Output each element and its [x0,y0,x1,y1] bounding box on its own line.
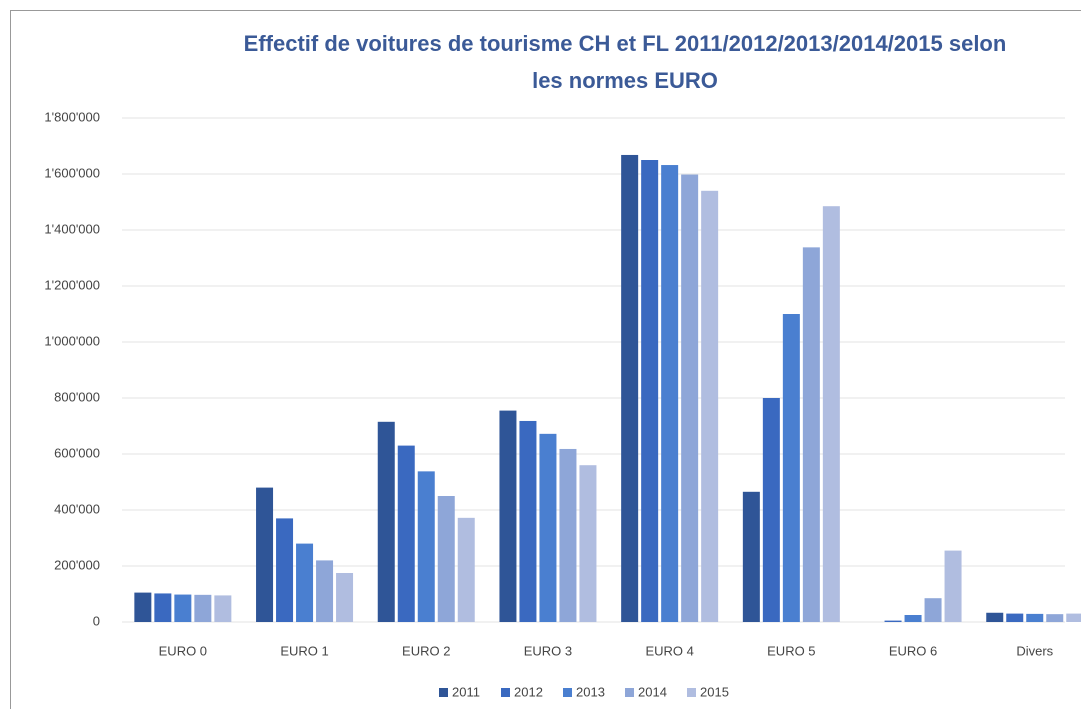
y-tick-label: 800'000 [54,389,100,404]
bar [316,560,334,622]
x-tick-label: Divers [1016,643,1053,658]
x-tick-label: EURO 5 [767,643,815,658]
y-tick-label: 400'000 [54,501,100,516]
legend-swatch [439,688,448,697]
x-tick-label: EURO 3 [524,643,572,658]
bar [1026,613,1044,622]
bar [782,314,800,622]
bar [579,465,597,622]
bar [499,410,517,622]
y-tick-label: 200'000 [54,557,100,572]
bar [944,550,962,622]
bar [214,595,232,622]
y-tick-label: 0 [93,613,100,628]
bar [762,398,780,622]
bar [1006,613,1024,622]
bar [621,154,639,622]
bar [154,593,172,622]
y-tick-label: 600'000 [54,445,100,460]
chart-border [10,10,1081,709]
bar [924,598,942,622]
legend-label: 2013 [576,684,605,699]
legend-swatch [501,688,510,697]
legend-label: 2014 [638,684,667,699]
bar [519,420,537,622]
x-tick-label: EURO 1 [280,643,328,658]
bar [134,592,152,622]
bar [1046,614,1064,622]
y-tick-label: 1'000'000 [44,333,100,348]
bar [437,496,455,622]
bar [539,433,557,622]
legend-label: 2012 [514,684,543,699]
x-tick-label: EURO 2 [402,643,450,658]
bar [377,421,395,622]
bar [681,174,699,622]
bar [661,165,679,623]
chart-title: Effectif de voitures de tourisme CH et F… [244,31,1007,56]
y-tick-label: 1'800'000 [44,109,100,124]
bar [194,594,212,622]
x-tick-label: EURO 4 [645,643,693,658]
x-tick-label: EURO 6 [889,643,937,658]
bar [822,206,840,622]
bar [884,620,902,622]
chart-title: les normes EURO [532,68,718,93]
legend-label: 2011 [452,684,480,699]
bar [256,487,274,622]
bar [417,471,435,622]
bar [296,543,314,622]
bar [1066,613,1081,622]
legend-label: 2015 [700,684,729,699]
bar [904,615,922,622]
bar [742,491,760,622]
bar [802,247,820,623]
bar [457,517,475,622]
bar [641,160,659,622]
y-tick-label: 1'200'000 [44,277,100,292]
legend-swatch [563,688,572,697]
legend-swatch [625,688,634,697]
bar [276,518,294,622]
x-tick-label: EURO 0 [159,643,207,658]
bar [336,573,354,622]
y-tick-label: 1'400'000 [44,221,100,236]
bar [559,448,577,622]
bar [174,594,192,622]
y-tick-label: 1'600'000 [44,165,100,180]
bar [986,612,1004,622]
bar [397,445,415,622]
legend-swatch [687,688,696,697]
bar [701,190,719,623]
